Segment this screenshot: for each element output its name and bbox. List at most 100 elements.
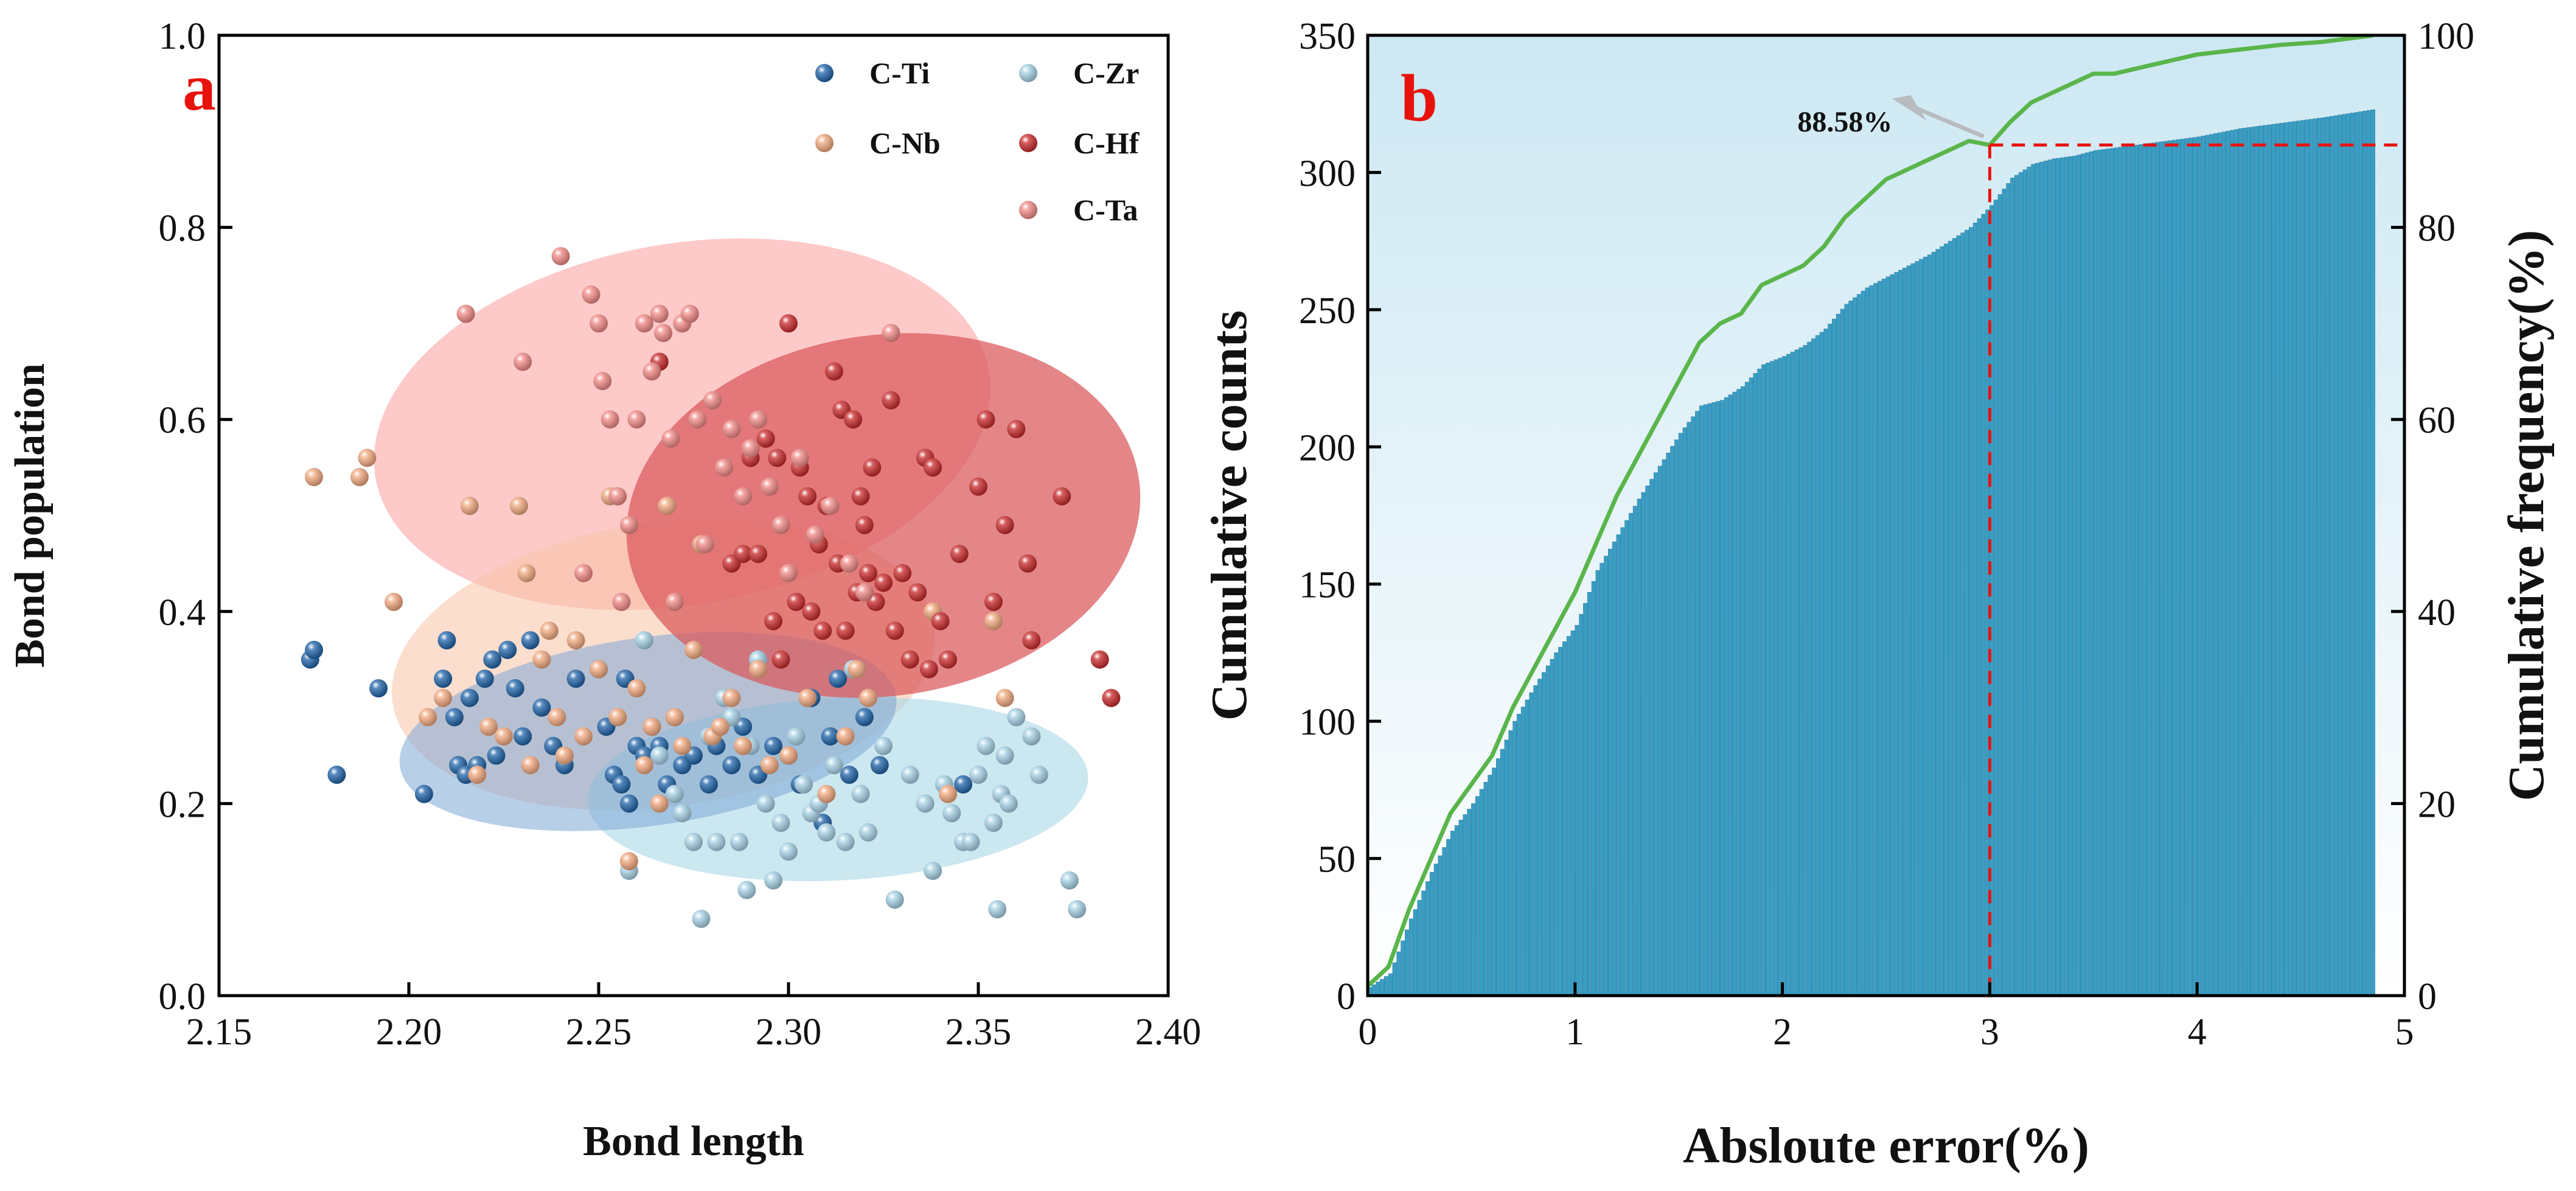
point-c-nb <box>836 727 855 746</box>
count-bar <box>1446 839 1450 996</box>
x-tick-label-a: 2.25 <box>566 1011 632 1053</box>
count-bar <box>1458 820 1463 996</box>
count-bar <box>2035 162 2039 996</box>
point-c-hf <box>851 487 870 506</box>
count-bar <box>1450 831 1455 996</box>
point-c-zr <box>916 794 935 813</box>
x-tick-label-a: 2.30 <box>756 1011 822 1053</box>
count-bar <box>2358 111 2363 996</box>
count-bar <box>1844 304 1849 996</box>
count-bar <box>1417 899 1422 996</box>
count-bar <box>2014 175 2019 996</box>
count-bar <box>1989 205 1994 996</box>
x-tick-label-a: 2.40 <box>1135 1011 1202 1053</box>
count-bar <box>2238 128 2243 996</box>
count-bar <box>1869 285 1874 996</box>
point-c-hf <box>874 573 893 592</box>
point-c-hf <box>900 650 919 669</box>
count-bar <box>2350 113 2355 996</box>
count-bar <box>1649 479 1654 996</box>
count-bar <box>2280 122 2284 996</box>
point-c-ti <box>829 669 848 688</box>
point-c-ta <box>749 410 768 429</box>
point-c-zr <box>988 899 1007 918</box>
point-c-hf <box>768 449 787 467</box>
point-c-ta <box>734 487 753 506</box>
point-c-ti <box>487 746 506 765</box>
count-bar <box>2084 152 2089 996</box>
point-c-ta <box>590 314 608 333</box>
count-bar <box>1678 433 1683 996</box>
y-tick-label-a: 0.2 <box>159 784 206 825</box>
point-c-ti <box>840 766 858 784</box>
point-c-zr <box>1022 727 1041 746</box>
count-bar <box>2221 131 2226 996</box>
count-bar <box>1495 758 1500 996</box>
point-c-ta <box>741 439 760 458</box>
count-bar <box>1591 581 1596 996</box>
count-bar <box>1600 563 1604 996</box>
count-bar <box>1562 641 1567 996</box>
point-c-zr <box>1068 899 1087 918</box>
legend-marker-c-ta <box>1019 201 1037 219</box>
point-c-ti <box>460 688 479 707</box>
point-c-nb <box>749 660 768 679</box>
count-bar <box>1525 699 1530 996</box>
point-c-nb <box>350 467 369 486</box>
point-c-nb <box>650 794 669 813</box>
count-bar <box>1832 318 1836 996</box>
count-bar <box>1807 341 1811 996</box>
count-bar <box>2246 127 2251 996</box>
count-bar <box>2163 141 2168 996</box>
count-bar <box>2284 122 2288 996</box>
count-bar <box>2255 126 2260 996</box>
count-bar <box>2093 150 2098 996</box>
y-right-tick-label-b: 40 <box>2418 592 2456 634</box>
point-c-ti <box>722 756 741 775</box>
count-bar <box>1902 268 1907 996</box>
count-bar <box>1396 951 1401 996</box>
point-c-nb <box>635 756 653 775</box>
count-bar <box>2330 116 2334 996</box>
count-bar <box>2201 136 2205 996</box>
count-bar <box>1769 361 1774 996</box>
point-c-nb <box>566 631 585 650</box>
count-bar <box>1467 809 1472 996</box>
count-bar <box>1616 534 1621 996</box>
count-bar <box>1641 492 1646 996</box>
panel-letter-b: b <box>1401 61 1438 135</box>
count-bar <box>1856 294 1861 996</box>
y-tick-label-b: 0 <box>1337 976 1356 1018</box>
point-c-ta <box>688 410 707 429</box>
count-bar <box>1753 373 1758 996</box>
point-c-zr <box>684 833 703 851</box>
count-bar <box>1898 270 1902 996</box>
count-bar <box>1632 506 1637 996</box>
point-c-ta <box>806 525 824 544</box>
point-c-ti <box>764 736 783 755</box>
point-c-ta <box>642 362 661 381</box>
point-c-ti <box>870 756 889 775</box>
count-bar <box>1429 871 1434 996</box>
point-c-ti <box>327 766 346 784</box>
point-c-nb <box>734 736 753 755</box>
count-bar <box>1819 332 1824 996</box>
x-tick-label-b: 4 <box>2188 1011 2207 1053</box>
point-c-nb <box>995 688 1014 707</box>
point-c-hf <box>798 487 817 506</box>
point-c-ti <box>566 669 585 688</box>
point-c-ta <box>840 554 858 573</box>
count-bar <box>2027 167 2031 996</box>
count-bar <box>1392 962 1397 996</box>
point-c-nb <box>419 708 437 727</box>
scatter-points <box>301 246 1121 928</box>
count-bar <box>1426 881 1430 996</box>
point-c-zr <box>729 833 748 851</box>
count-bar <box>1405 929 1409 996</box>
count-bar <box>1952 238 1957 996</box>
count-bar <box>1865 287 1870 996</box>
point-c-zr <box>969 766 987 784</box>
point-c-ta <box>703 391 722 410</box>
